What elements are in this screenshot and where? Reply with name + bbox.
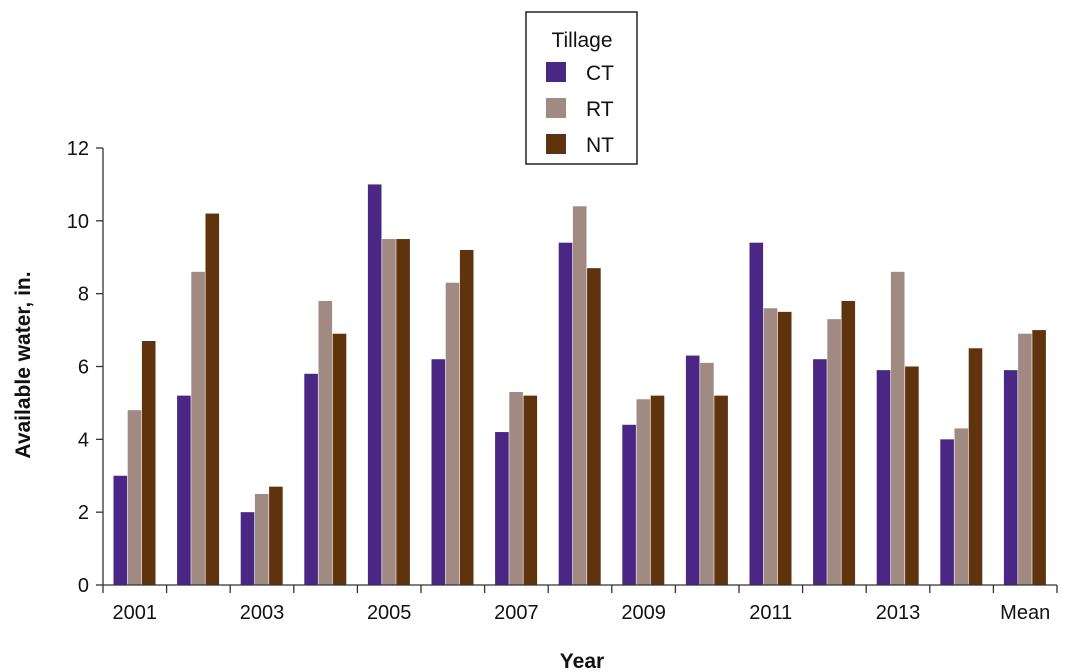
bar-rt-2013 — [890, 271, 905, 585]
bar-rt-2003 — [254, 493, 269, 585]
bar-rt-2012 — [827, 319, 841, 585]
bar-nt-2013 — [905, 366, 919, 585]
bar-ct-2004 — [304, 373, 318, 585]
legend-frame — [525, 11, 638, 165]
y-tick-label: 10 — [67, 211, 89, 233]
legend-label-ct: CT — [586, 62, 614, 85]
bar-ct-2006 — [431, 359, 446, 585]
bar-ct-2010 — [685, 355, 700, 585]
bar-ct-2008 — [558, 242, 573, 585]
y-tick-label: 0 — [78, 575, 89, 597]
y-tick-label: 2 — [78, 502, 89, 524]
bar-rt-2010 — [700, 362, 714, 585]
bar-rt-2006 — [445, 282, 460, 585]
bar-ct-2013 — [876, 370, 891, 585]
legend-swatch-ct — [546, 62, 566, 82]
y-ticks-group: 0 2 4 6 8 10 12 — [67, 138, 103, 597]
bar-nt-2012 — [841, 300, 856, 585]
bars-group — [113, 184, 1046, 586]
legend-swatch-nt — [546, 134, 566, 154]
y-tick-label: 4 — [78, 429, 89, 451]
bar-rt-2009 — [636, 399, 651, 585]
y-tick-label: 8 — [78, 284, 89, 306]
bar-nt-2001 — [141, 341, 156, 585]
bar-ct-2009 — [622, 424, 636, 585]
bar-nt-2009 — [650, 395, 665, 585]
bar-nt-2006 — [459, 249, 474, 585]
bar-rt-2007 — [509, 391, 523, 585]
bar-nt-2007 — [523, 395, 538, 585]
y-tick-label: 6 — [78, 357, 89, 379]
bar-ct-2012 — [813, 359, 827, 585]
bar-nt-2011 — [777, 311, 792, 585]
bar-rt-2001 — [127, 410, 142, 585]
legend-items: CT RT NT — [546, 62, 614, 157]
legend-swatch-rt — [546, 98, 566, 118]
y-axis-title: Available water, in. — [12, 271, 35, 458]
bar-ct-2011 — [749, 242, 764, 585]
x-tick-label: 2003 — [240, 602, 285, 624]
bar-rt-2011 — [763, 308, 778, 585]
bar-nt-2014 — [968, 348, 983, 585]
bar-rt-mean — [1018, 333, 1032, 585]
x-ticks-group: 2001 2003 2005 2007 2009 2011 2013 Mean — [102, 585, 1058, 624]
bar-rt-2005 — [382, 239, 396, 585]
x-tick-label: Mean — [1000, 602, 1050, 624]
bar-ct-2001 — [113, 475, 128, 585]
legend-label-rt: RT — [586, 98, 614, 121]
bar-ct-2003 — [240, 512, 255, 585]
bar-nt-2003 — [269, 486, 283, 585]
bar-ct-2005 — [367, 184, 382, 585]
x-tick-label: 2007 — [494, 602, 539, 624]
bar-nt-2002 — [205, 213, 220, 586]
x-tick-label: 2009 — [621, 602, 666, 624]
bar-rt-2004 — [318, 300, 333, 585]
x-tick-label: 2005 — [367, 602, 412, 624]
bar-rt-2014 — [954, 428, 969, 585]
y-tick-label: 12 — [67, 138, 89, 160]
x-tick-label: 2011 — [749, 602, 792, 624]
legend-label-nt: NT — [586, 134, 614, 157]
bar-rt-2008 — [572, 206, 587, 585]
bar-nt-2005 — [396, 239, 410, 585]
bar-ct-2014 — [940, 439, 954, 585]
x-tick-label: 2013 — [876, 602, 921, 624]
bar-ct-2002 — [177, 395, 191, 585]
legend: Tillage CT RT NT — [525, 11, 638, 165]
bar-nt-2010 — [714, 395, 728, 585]
x-axis-title: Year — [560, 650, 604, 672]
x-tick-label: 2001 — [113, 602, 158, 624]
bar-ct-mean — [1003, 370, 1018, 585]
bar-nt-2004 — [332, 333, 347, 585]
bar-nt-2008 — [587, 268, 601, 585]
bar-rt-2002 — [191, 271, 205, 585]
legend-title: Tillage — [551, 29, 612, 52]
bar-ct-2007 — [495, 432, 509, 585]
bar-nt-mean — [1032, 330, 1046, 585]
